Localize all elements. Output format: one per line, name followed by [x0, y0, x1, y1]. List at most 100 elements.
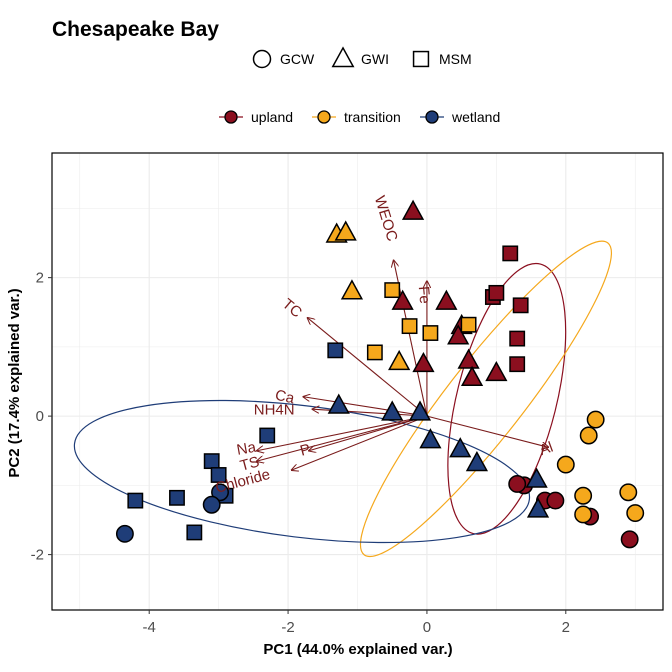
chart-title: Chesapeake Bay — [52, 18, 219, 41]
point-transition-circle — [556, 455, 575, 474]
color-legend-wetland: wetland — [420, 109, 500, 125]
y-tick-label: -2 — [31, 547, 44, 564]
point-upland-circle — [508, 475, 527, 493]
loading-arrow-ca — [303, 397, 428, 417]
loading-label-nh4n: NH4N — [254, 402, 295, 419]
point-wetland-square — [210, 467, 227, 483]
point-wetland-square — [203, 453, 220, 470]
point-transition-square — [384, 282, 401, 299]
axes: -4 -2 0 2 -2 0 2 — [31, 152, 664, 636]
loading-arrow-ts — [257, 415, 428, 461]
x-tick-label: 2 — [562, 619, 570, 636]
color-legend: upland transition wetland — [219, 109, 500, 125]
point-transition-square — [366, 344, 383, 361]
loading-arrow-na — [257, 415, 428, 451]
x-tick-label: -4 — [143, 619, 156, 636]
loading-label-tc: TC — [279, 295, 305, 321]
legend-circle-icon — [224, 110, 238, 124]
loading-label-weoc: WEOC — [371, 194, 401, 244]
x-tick-label: 0 — [423, 619, 431, 636]
legend-circle-icon — [317, 110, 331, 124]
point-wetland-triangle — [526, 497, 550, 518]
point-transition-triangle — [340, 279, 364, 300]
point-transition-triangle — [334, 220, 357, 241]
shape-legend-label: GWI — [361, 51, 389, 67]
loading-label-al: Al — [537, 439, 555, 460]
point-wetland-triangle — [419, 428, 442, 449]
x-axis-title: PC1 (44.0% explained var.) — [263, 641, 452, 658]
grid — [52, 153, 663, 610]
shape-legend: GCW GWI MSM — [252, 46, 472, 69]
point-upland-circle — [620, 530, 639, 549]
point-wetland-triangle — [327, 393, 350, 414]
shape-legend-label: GCW — [280, 51, 315, 67]
point-transition-circle — [626, 504, 645, 523]
y-tick-label: 2 — [36, 270, 44, 287]
point-upland-square — [509, 356, 526, 373]
loading-arrow-tc — [308, 318, 428, 417]
color-legend-label: transition — [344, 109, 401, 125]
color-legend-transition: transition — [312, 109, 401, 125]
y-axis-title: PC2 (17.4% explained var.) — [6, 288, 23, 477]
shape-legend-gwi: GWI — [331, 46, 389, 68]
point-upland-triangle — [401, 199, 425, 220]
point-wetland-square — [127, 492, 144, 509]
y-tick-label: 0 — [36, 408, 44, 425]
point-wetland-circle — [115, 524, 134, 543]
point-wetland-triangle — [525, 467, 548, 488]
point-upland-circle — [546, 491, 565, 510]
color-legend-label: upland — [251, 109, 293, 125]
shape-legend-label: MSM — [439, 51, 472, 67]
point-wetland-triangle — [465, 450, 489, 472]
color-legend-upland: upland — [219, 109, 293, 125]
shape-legend-msm: MSM — [412, 50, 472, 68]
shape-legend-gcw: GCW — [252, 49, 315, 69]
point-upland-triangle — [412, 351, 435, 373]
point-upland-triangle — [391, 289, 414, 310]
point-transition-square — [460, 316, 477, 333]
ellipse-transition — [359, 240, 613, 558]
point-transition-circle — [574, 505, 593, 524]
point-transition-square — [401, 318, 418, 335]
point-upland-square — [488, 284, 505, 301]
point-transition-triangle — [388, 349, 411, 371]
point-upland-square — [512, 297, 529, 314]
point-upland-triangle — [485, 360, 508, 382]
legend-circle-icon — [425, 110, 439, 124]
point-wetland-triangle — [449, 437, 472, 458]
plot-border — [51, 152, 664, 611]
point-upland-triangle — [447, 324, 470, 345]
loading-arrow-al — [426, 415, 549, 447]
point-transition-circle — [579, 426, 598, 445]
point-upland-triangle — [435, 289, 458, 310]
point-wetland-circle — [211, 483, 229, 502]
point-wetland-square — [259, 427, 276, 444]
loading-label-ca: Ca — [274, 387, 297, 408]
point-wetland-square — [327, 342, 344, 359]
point-upland-triangle — [457, 348, 480, 369]
point-upland-triangle — [460, 365, 484, 387]
ellipse-upland — [447, 262, 567, 535]
loading-label-fe: Fe — [415, 285, 433, 304]
ellipse-wetland — [73, 399, 531, 544]
point-transition-circle — [619, 483, 638, 502]
loading-label-ts: TS — [238, 453, 261, 474]
loading-label-na: Na — [235, 439, 257, 459]
legend-triangle-icon — [331, 46, 355, 68]
point-wetland-circle — [202, 495, 221, 514]
point-wetland-triangle — [408, 400, 432, 421]
point-wetland-square — [186, 524, 203, 541]
x-tick-label: -2 — [281, 619, 294, 636]
loading-arrow-chloride — [292, 415, 428, 470]
point-upland-square — [509, 330, 526, 347]
point-transition-square — [422, 325, 439, 341]
loading-label-p: P — [298, 441, 312, 460]
legend-circle-icon — [252, 49, 272, 69]
point-transition-circle — [574, 486, 593, 505]
point-wetland-triangle — [381, 400, 404, 421]
loading-arrow-p — [309, 415, 428, 451]
color-legend-label: wetland — [451, 109, 500, 125]
point-wetland-square — [169, 489, 185, 506]
